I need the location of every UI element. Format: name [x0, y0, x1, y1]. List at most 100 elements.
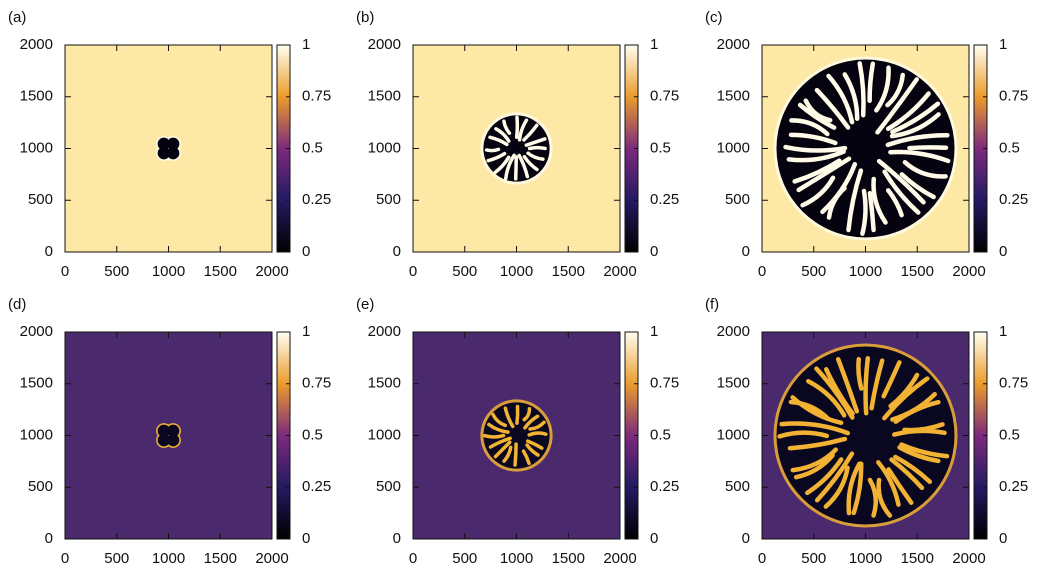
y-tick-label: 500 — [376, 191, 401, 208]
domain — [157, 433, 171, 447]
panel: (f) 0 500 1000 1500 2000 0 500 1000 1500 2000 0 0.25… — [705, 296, 1028, 567]
finger — [820, 161, 858, 215]
finger — [824, 367, 855, 416]
x-tick-label: 500 — [104, 550, 129, 567]
x-tick-label: 2000 — [603, 263, 636, 280]
colorbar-tick-label: 0.25 — [650, 478, 679, 495]
colorbar-tick-label: 0.5 — [650, 426, 671, 443]
finger — [876, 158, 926, 205]
finger — [888, 149, 951, 164]
finger — [875, 77, 919, 135]
y-tick-label: 1000 — [20, 139, 53, 156]
colorbar-tick-label: 0.25 — [999, 478, 1028, 495]
finger — [902, 422, 945, 433]
y-tick-label: 1000 — [717, 426, 750, 443]
finger — [867, 477, 879, 518]
colorbar-tick-label: 0.5 — [999, 139, 1020, 156]
colorbar-tick-label: 0 — [302, 530, 310, 547]
colorbar-tick-label: 0.25 — [302, 478, 331, 495]
finger — [889, 457, 925, 491]
x-tick-label: 0 — [409, 550, 417, 567]
y-tick-label: 0 — [742, 530, 750, 547]
panel-label: (b) — [356, 9, 374, 26]
finger — [526, 151, 545, 161]
finger — [814, 87, 851, 130]
x-tick-label: 0 — [409, 263, 417, 280]
y-tick-label: 1500 — [717, 88, 750, 105]
finger — [488, 135, 509, 147]
finger — [876, 460, 901, 507]
x-tick-label: 1500 — [552, 550, 585, 567]
finger — [885, 188, 904, 218]
x-tick-label: 2000 — [603, 550, 636, 567]
x-tick-label: 2000 — [952, 550, 985, 567]
finger — [790, 395, 844, 426]
finger — [797, 102, 837, 130]
colorbar-tick-label: 1 — [302, 36, 310, 53]
colorbar-tick-label: 0.5 — [999, 426, 1020, 443]
panel-label: (d) — [8, 296, 26, 313]
finger — [526, 439, 544, 450]
finger — [487, 422, 510, 434]
y-tick-label: 500 — [28, 191, 53, 208]
y-tick-label: 500 — [725, 191, 750, 208]
finger — [867, 191, 876, 233]
y-tick-label: 500 — [28, 478, 53, 495]
finger — [493, 155, 511, 175]
finger — [846, 168, 864, 233]
y-tick-label: 1000 — [717, 139, 750, 156]
panel-label: (c) — [705, 9, 723, 26]
finger — [806, 378, 847, 418]
colorbar-tick-label: 0.5 — [302, 426, 323, 443]
panel: (c) 0 500 1000 1500 2000 0 500 1000 1500 2000 0 0.25… — [705, 9, 1028, 280]
x-tick-label: 1000 — [849, 550, 882, 567]
finger — [874, 65, 891, 113]
finger — [851, 461, 864, 516]
finger — [867, 61, 876, 103]
domain — [157, 424, 171, 438]
finger — [893, 399, 941, 424]
finger — [522, 123, 539, 142]
pattern — [773, 343, 958, 528]
colorbar-tick-label: 0 — [650, 243, 658, 260]
finger — [881, 360, 902, 399]
colorbar-tick-label: 1 — [302, 323, 310, 340]
finger — [491, 412, 508, 428]
finger — [823, 465, 850, 509]
panel-label: (e) — [356, 296, 374, 313]
domain — [166, 146, 180, 160]
finger — [846, 461, 862, 516]
y-tick-label: 0 — [45, 243, 53, 260]
finger — [888, 372, 920, 409]
domain — [166, 424, 180, 438]
finger — [493, 440, 512, 459]
finger — [792, 158, 842, 184]
finger — [907, 145, 949, 151]
finger — [783, 144, 848, 153]
finger — [787, 436, 848, 451]
y-tick-label: 1500 — [368, 375, 401, 392]
finger — [790, 447, 838, 473]
finger — [885, 132, 950, 148]
colorbar-tick-label: 1 — [999, 323, 1007, 340]
finger — [486, 151, 507, 163]
y-tick-label: 500 — [376, 478, 401, 495]
x-tick-label: 500 — [801, 263, 826, 280]
y-tick-label: 500 — [725, 478, 750, 495]
x-tick-label: 1000 — [152, 550, 185, 567]
finger — [857, 61, 866, 118]
x-tick-label: 1000 — [849, 263, 882, 280]
y-tick-label: 0 — [393, 530, 401, 547]
finger — [885, 91, 931, 132]
finger — [893, 454, 933, 485]
x-tick-label: 500 — [452, 263, 477, 280]
domain — [166, 433, 180, 447]
pattern — [156, 136, 181, 161]
finger — [800, 175, 836, 208]
x-tick-label: 1500 — [901, 550, 934, 567]
domain — [157, 137, 171, 151]
pattern — [480, 112, 553, 185]
y-tick-label: 2000 — [717, 36, 750, 53]
y-tick-label: 2000 — [368, 36, 401, 53]
